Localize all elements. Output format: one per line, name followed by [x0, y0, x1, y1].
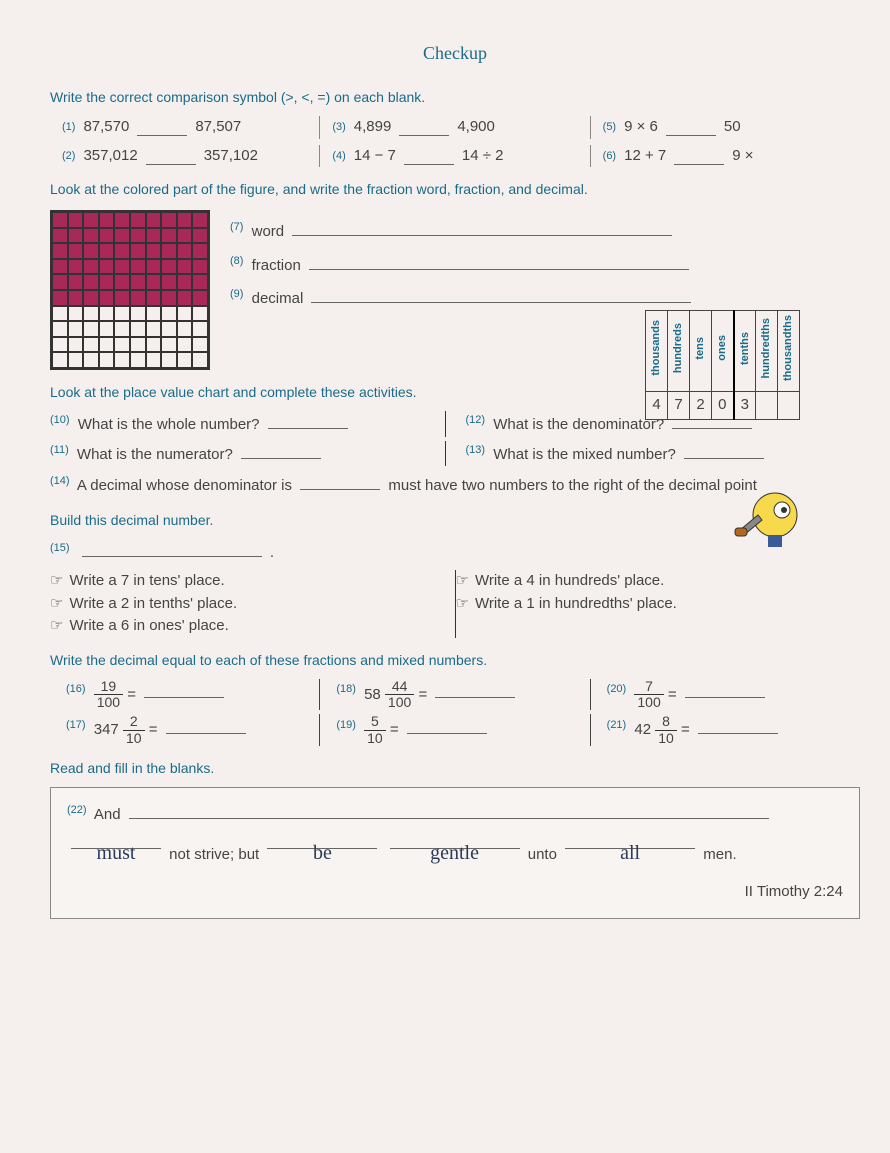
- question-text: What is the denominator?: [493, 416, 664, 433]
- answer-blank[interactable]: [268, 411, 348, 429]
- answer-blank[interactable]: gentle: [390, 831, 520, 849]
- answer-blank[interactable]: [684, 441, 764, 459]
- answer-blank[interactable]: [300, 472, 380, 490]
- qnum: (20): [607, 683, 627, 695]
- operand: 9 ×: [732, 145, 753, 168]
- qnum: (13): [466, 444, 486, 456]
- qnum: (2): [62, 148, 75, 165]
- answer-blank[interactable]: [407, 716, 487, 734]
- answer-blank[interactable]: [311, 285, 691, 303]
- fraction: 810: [655, 714, 677, 746]
- build-item: Write a 1 in hundredths' place.: [456, 593, 841, 616]
- qnum: (15): [50, 542, 70, 554]
- answer-blank[interactable]: [404, 147, 454, 165]
- comparison-row-1: (1) 87,570 87,507 (3) 4,899 4,900 (5) 9 …: [50, 116, 860, 139]
- build-item: Write a 2 in tenths' place.: [50, 593, 435, 616]
- question-text: What is the numerator?: [77, 446, 233, 463]
- build-item: Write a 7 in tens' place.: [50, 570, 435, 593]
- answer-blank[interactable]: [166, 716, 246, 734]
- fraction: 210: [123, 714, 145, 746]
- qnum: (17): [66, 719, 86, 731]
- operand: 87,507: [195, 116, 241, 139]
- qnum: (14): [50, 475, 70, 487]
- qnum: (4): [332, 148, 345, 165]
- label: fraction: [252, 257, 301, 274]
- operand: 4,900: [457, 116, 495, 139]
- answer-blank[interactable]: [666, 118, 716, 136]
- operand: 357,012: [83, 145, 137, 168]
- qnum: (19): [336, 719, 356, 731]
- answer-blank[interactable]: [399, 118, 449, 136]
- verse-text: not strive; but: [169, 846, 259, 863]
- build-item: Write a 4 in hundreds' place.: [456, 570, 841, 593]
- qnum: (1): [62, 119, 75, 136]
- verse-text: And: [94, 806, 121, 823]
- answer-blank[interactable]: all: [565, 831, 695, 849]
- qnum: (3): [332, 119, 345, 136]
- fraction: 7100: [634, 679, 663, 711]
- operand: 357,102: [204, 145, 258, 168]
- fraction: 19100: [94, 679, 123, 711]
- fraction-grid: [50, 210, 210, 370]
- question-text: What is the whole number?: [78, 416, 260, 433]
- lightbulb-character-icon: [730, 480, 810, 570]
- answer-blank[interactable]: must: [71, 831, 161, 849]
- qnum: (12): [466, 414, 486, 426]
- answer-blank[interactable]: [129, 801, 769, 819]
- verse-box: (22) And must not strive; but be gentle …: [50, 787, 860, 919]
- operand: 87,570: [83, 116, 129, 139]
- answer-blank[interactable]: [144, 680, 224, 698]
- sec1-instruction: Write the correct comparison symbol (>, …: [50, 87, 860, 108]
- qnum: (16): [66, 683, 86, 695]
- operand: 14 ÷ 2: [462, 145, 504, 168]
- qnum: (5): [603, 119, 616, 136]
- verse-reference: II Timothy 2:24: [67, 875, 843, 908]
- qnum: (18): [336, 683, 356, 695]
- answer-blank[interactable]: [241, 441, 321, 459]
- fraction: 44100: [385, 679, 414, 711]
- question-text: must have two numbers to the right of th…: [388, 477, 757, 494]
- answer-blank[interactable]: [685, 680, 765, 698]
- question-text: A decimal whose denominator is: [77, 477, 292, 494]
- page-title: Checkup: [50, 40, 860, 67]
- comparison-row-2: (2) 357,012 357,102 (4) 14 − 7 14 ÷ 2 (6…: [50, 145, 860, 168]
- sec2-instruction: Look at the colored part of the figure, …: [50, 179, 860, 200]
- read-instruction: Read and fill in the blanks.: [50, 758, 860, 779]
- answer-blank[interactable]: [435, 680, 515, 698]
- operand: 4,899: [354, 116, 392, 139]
- build-item: Write a 6 in ones' place.: [50, 615, 435, 638]
- fraction: 510: [364, 714, 386, 746]
- qnum: (9): [230, 288, 243, 300]
- answer-blank[interactable]: [292, 218, 672, 236]
- qnum: (21): [607, 719, 627, 731]
- qnum: (8): [230, 255, 243, 267]
- label: decimal: [252, 290, 304, 307]
- answer-blank[interactable]: [82, 539, 262, 557]
- answer-blank[interactable]: [137, 118, 187, 136]
- operand: 14 − 7: [354, 145, 396, 168]
- qnum: (11): [50, 444, 69, 456]
- qnum: (7): [230, 221, 243, 233]
- qnum: (22): [67, 804, 87, 816]
- verse-text: men.: [703, 846, 736, 863]
- answer-blank[interactable]: [309, 252, 689, 270]
- operand: 9 × 6: [624, 116, 658, 139]
- operand: 12 + 7: [624, 145, 666, 168]
- whole: 347: [94, 721, 119, 738]
- answer-blank[interactable]: [674, 147, 724, 165]
- label: word: [252, 223, 285, 240]
- question-text: What is the mixed number?: [493, 446, 676, 463]
- whole: 42: [634, 721, 651, 738]
- answer-blank[interactable]: [146, 147, 196, 165]
- qnum: (10): [50, 414, 70, 426]
- answer-blank[interactable]: be: [267, 831, 377, 849]
- operand: 50: [724, 116, 741, 139]
- verse-text: unto: [528, 846, 557, 863]
- answer-blank[interactable]: [698, 716, 778, 734]
- dec-instruction: Write the decimal equal to each of these…: [50, 650, 860, 671]
- qnum: (6): [603, 148, 616, 165]
- place-value-chart: thousandshundredstensonestenthshundredth…: [645, 310, 800, 420]
- whole: 58: [364, 685, 381, 702]
